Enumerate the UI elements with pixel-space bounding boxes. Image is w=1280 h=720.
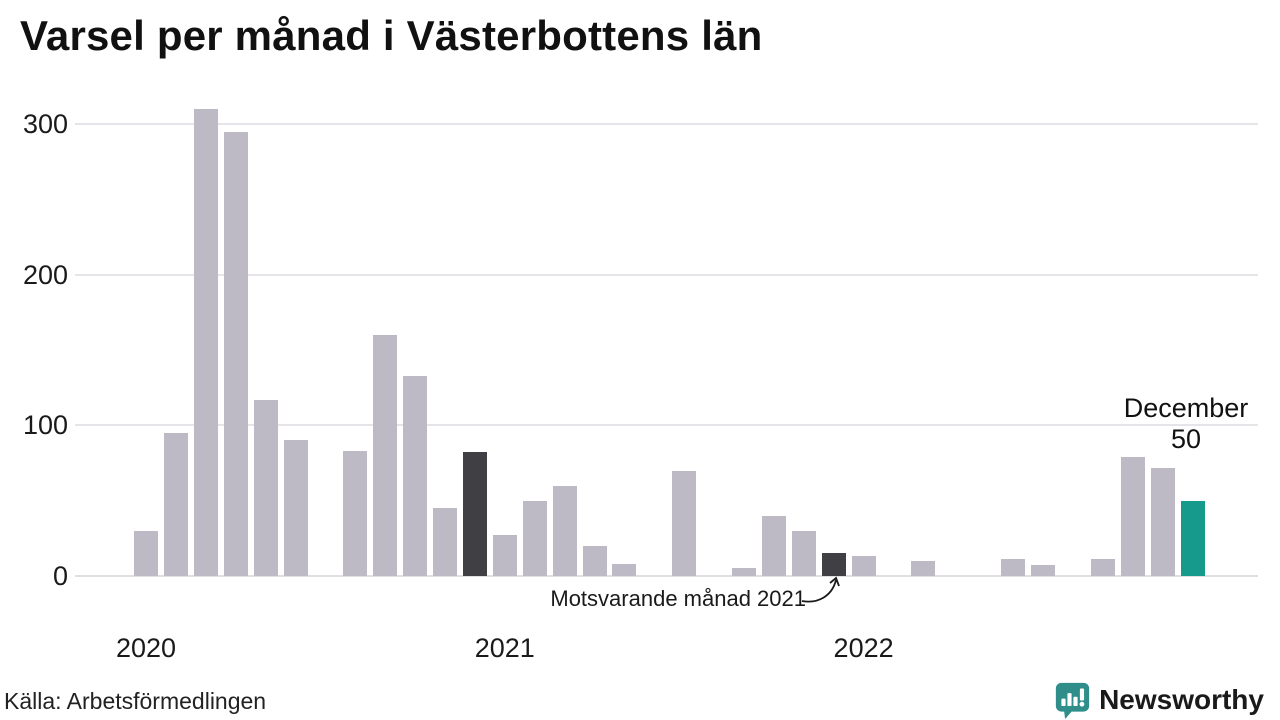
annotation-label: Motsvarande månad 2021 — [550, 586, 806, 611]
bar — [433, 508, 457, 576]
bar — [821, 553, 846, 576]
highlight-month-label: December — [1123, 393, 1249, 423]
source-label: Källa: Arbetsförmedlingen — [4, 688, 267, 714]
bar — [1120, 456, 1145, 576]
x-tick-label: 2022 — [833, 633, 894, 663]
bar — [732, 568, 756, 576]
bar — [1001, 559, 1026, 576]
highlight-value-callout: December 50 — [1106, 393, 1266, 455]
bar — [403, 375, 428, 576]
bar — [612, 563, 637, 576]
bar — [283, 440, 308, 576]
y-tick-label: 300 — [22, 108, 68, 139]
bar — [343, 450, 368, 576]
y-tick-label: 100 — [22, 410, 68, 441]
bar — [223, 131, 248, 576]
bar — [1090, 559, 1115, 576]
gridline — [75, 122, 1258, 125]
bar — [791, 530, 816, 576]
annotation-arrow-icon — [801, 576, 840, 603]
bar — [672, 470, 697, 576]
gridline — [75, 424, 1258, 427]
bar — [134, 530, 158, 576]
brand-footer: Newsworthy — [1054, 681, 1264, 719]
bar — [1150, 467, 1175, 576]
bar — [492, 535, 517, 576]
bar — [462, 452, 487, 576]
x-tick-label: 2021 — [474, 633, 535, 663]
bar — [552, 485, 577, 576]
bar — [163, 432, 188, 576]
y-tick-label: 0 — [52, 561, 68, 591]
gridline — [75, 575, 1258, 577]
bar — [522, 500, 547, 576]
x-tick-label: 2020 — [115, 633, 177, 663]
bar — [1180, 500, 1205, 576]
bar — [1031, 565, 1055, 576]
newsworthy-logo-icon — [1055, 682, 1090, 719]
bar — [373, 334, 398, 576]
bar — [761, 515, 786, 576]
bar — [911, 560, 936, 576]
bar — [253, 399, 278, 576]
bar — [851, 556, 876, 576]
gridline — [75, 273, 1258, 276]
brand-name: Newsworthy — [1099, 684, 1264, 715]
bar — [582, 545, 607, 576]
bar — [193, 108, 218, 576]
y-tick-label: 200 — [22, 259, 68, 290]
chart-title: Varsel per månad i Västerbottens län — [20, 12, 763, 59]
highlight-value-label: 50 — [1170, 424, 1202, 454]
